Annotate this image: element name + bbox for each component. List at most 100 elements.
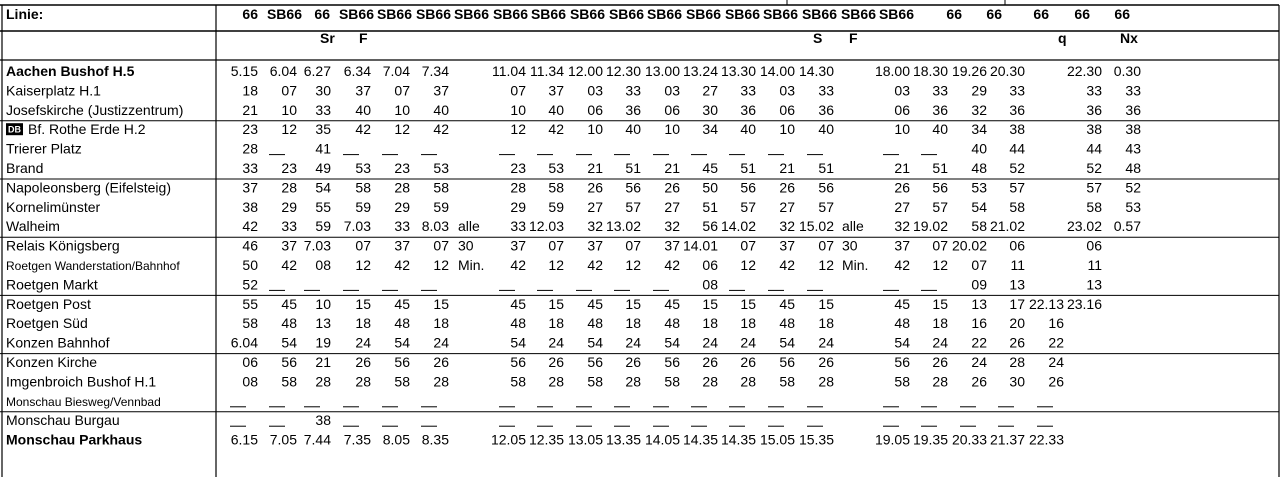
departure-time: 18 [242,82,258,98]
interval-note-2: 30 [842,238,858,254]
departure-time: 28 [1009,354,1025,370]
departure-time: 48 [971,160,987,176]
departure-time: 37 [355,82,371,98]
departure-time: 26 [702,354,718,370]
departure-time: 45 [394,296,410,312]
interval-note-1: Min. [458,257,484,273]
departure-time: 13.00 [645,63,680,79]
departure-time: 13.02 [606,218,641,234]
departure-time: 54 [394,335,410,351]
departure-time: 53 [433,160,449,176]
departure-time: 58 [548,179,564,195]
departure-time: 07 [548,238,564,254]
departure-time: 45 [510,296,526,312]
departure-time: 11.04 [492,63,526,79]
departure-time: 15 [548,296,564,312]
line-number: SB66 [686,6,721,22]
departure-time: 15.02 [799,218,834,234]
departure-time: 37 [242,179,258,195]
db-badge-label: DB [8,125,21,135]
departure-time: 16 [1048,315,1064,331]
line-number: SB66 [570,6,605,22]
departure-time: 28 [242,141,258,157]
departure-time: 58 [242,315,258,331]
departure-time: 32 [664,218,680,234]
departure-time: 11.34 [530,63,564,79]
departure-time: 28 [740,373,756,389]
departure-time: 41 [315,141,331,157]
interval-note-2: Min. [842,257,868,273]
departure-time: 09 [971,276,987,292]
departure-time: 08 [315,257,331,273]
departure-time: 15 [702,296,718,312]
departure-time: 18 [355,315,371,331]
departure-time: 40 [818,121,834,137]
departure-time: 27 [587,199,603,215]
departure-time: 13 [1086,276,1102,292]
departure-time: 48 [587,315,603,331]
departure-time: 15 [355,296,371,312]
departure-time: 59 [355,199,371,215]
departure-time: 42 [242,218,258,234]
departure-time: 33 [740,82,756,98]
departure-time: 33 [394,218,410,234]
departure-time: 42 [779,257,795,273]
departure-time: 33 [932,82,948,98]
departure-time: 45 [894,296,910,312]
departure-time: 37 [587,238,603,254]
departure-time: 30 [1009,373,1025,389]
departure-time: 42 [587,257,603,273]
departure-time: 0.30 [1114,63,1141,79]
departure-time: 6.15 [231,432,258,448]
departure-time: 40 [355,102,371,118]
departure-time: 06 [894,102,910,118]
departure-time: 07 [394,82,410,98]
departure-time: 54 [971,199,987,215]
departure-time: 27 [664,199,680,215]
departure-time: 51 [702,199,718,215]
departure-time: 21 [779,160,795,176]
departure-time: 29 [394,199,410,215]
departure-time: 45 [779,296,795,312]
departure-time: 21.02 [990,218,1025,234]
departure-time: 45 [281,296,297,312]
departure-time: 32 [587,218,603,234]
departure-time: 07 [281,82,297,98]
departure-time: 20.30 [990,63,1025,79]
departure-time: 13.05 [568,432,603,448]
departure-time: 55 [315,199,331,215]
departure-time: 15 [932,296,948,312]
departure-time: 28 [702,373,718,389]
departure-time: 34 [702,121,718,137]
departure-time: 38 [315,412,331,428]
departure-time: 27 [702,82,718,98]
departure-time: 51 [818,160,834,176]
departure-time: 58 [664,373,680,389]
departure-time: 03 [587,82,603,98]
departure-time: 19.02 [913,218,948,234]
departure-time: 37 [281,238,297,254]
line-number: SB66 [647,6,682,22]
departure-time: 24 [818,335,834,351]
service-note: Nx [1120,30,1138,46]
departure-time: 10 [894,121,910,137]
departure-time: 37 [894,238,910,254]
departure-time: 15 [625,296,641,312]
interval-note-1: alle [458,218,480,234]
departure-time: 51 [932,160,948,176]
departure-time: 7.04 [383,63,410,79]
departure-time: 36 [932,102,948,118]
departure-time: 10 [315,296,331,312]
departure-time: 56 [625,179,641,195]
departure-time: 48 [894,315,910,331]
departure-time: 18 [548,315,564,331]
departure-time: 56 [587,354,603,370]
departure-time: 27 [894,199,910,215]
departure-time: 51 [625,160,641,176]
departure-time: 33 [242,160,258,176]
header-label: Linie: [6,6,43,22]
departure-time: 58 [1009,199,1025,215]
departure-time: 44 [1009,141,1025,157]
departure-time: 22.30 [1067,63,1102,79]
departure-time: 56 [664,354,680,370]
